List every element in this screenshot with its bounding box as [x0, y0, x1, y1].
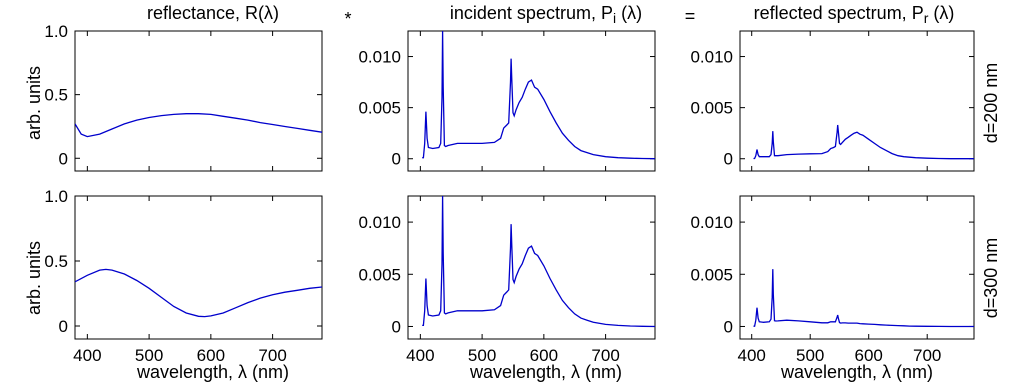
series-line-reflectance-d200 — [75, 113, 322, 138]
ytick-label: 1.0 — [44, 22, 68, 41]
panel-reflectance-d300: 0 0.5 1.0 400 500 600 700 — [44, 187, 323, 365]
title-reflectance: reflectance, R(λ) — [147, 3, 279, 23]
title-incident: incident spectrum, Pi (λ) — [450, 3, 642, 26]
axes-frame — [739, 195, 975, 340]
axes-frame — [739, 30, 975, 172]
xtick-label: 600 — [530, 346, 558, 365]
title-reflected: reflected spectrum, Pr (λ) — [754, 3, 955, 26]
xtick-label: 500 — [135, 346, 163, 365]
axes-frame — [74, 30, 323, 172]
series-line-incident-d300 — [422, 196, 655, 328]
xtick-label: 600 — [855, 346, 883, 365]
series-line-reflected-d300 — [753, 269, 974, 328]
ytick-label: 0.005 — [690, 265, 733, 284]
axes-frame — [407, 30, 656, 172]
xtick-label: 400 — [406, 346, 434, 365]
equals-operator: = — [685, 6, 696, 26]
axes-frame — [74, 195, 323, 340]
ytick-label: 0 — [724, 150, 733, 169]
ylabel-bottom: arb. units — [24, 241, 44, 315]
ytick-label: 0.010 — [358, 48, 401, 67]
xlabel-incident: wavelength, λ (nm) — [469, 362, 622, 382]
xtick-label: 500 — [796, 346, 824, 365]
ytick-label: 0.005 — [690, 99, 733, 118]
xtick-label: 400 — [73, 346, 101, 365]
ytick-label: 0 — [392, 150, 401, 169]
multiply-operator: * — [344, 9, 351, 29]
xtick-label: 700 — [258, 346, 286, 365]
xlabel-reflectance: wavelength, λ (nm) — [136, 362, 289, 382]
row-label-d200: d=200 nm — [981, 63, 1001, 144]
ytick-label: 1.0 — [44, 187, 68, 206]
ytick-label: 0.010 — [690, 213, 733, 232]
axes-frame — [407, 195, 656, 340]
xtick-label: 700 — [913, 346, 941, 365]
xtick-label: 500 — [468, 346, 496, 365]
xtick-label: 600 — [197, 346, 225, 365]
xlabel-reflected: wavelength, λ (nm) — [780, 362, 933, 382]
ytick-label: 0.5 — [44, 86, 68, 105]
ytick-label: 0 — [59, 149, 68, 168]
xtick-label: 700 — [591, 346, 619, 365]
panel-incident-d200: 0 0.005 0.010 — [358, 30, 656, 172]
xtick-label: 400 — [738, 346, 766, 365]
series-line-incident-d200 — [422, 31, 655, 160]
ytick-label: 0.010 — [358, 213, 401, 232]
ylabel-top: arb. units — [24, 66, 44, 140]
ytick-label: 0 — [724, 317, 733, 336]
row-label-d300: d=300 nm — [981, 238, 1001, 319]
series-line-reflectance-d300 — [75, 268, 322, 318]
ytick-label: 0 — [392, 317, 401, 336]
series-line-reflected-d200 — [753, 124, 974, 160]
ytick-label: 0.005 — [358, 265, 401, 284]
ytick-label: 0.010 — [690, 48, 733, 67]
panel-incident-d300: 0 0.005 0.010 400 500 600 700 — [358, 195, 656, 365]
ytick-label: 0.5 — [44, 252, 68, 271]
panel-reflected-d300: 0 0.005 0.010 400 500 600 700 — [690, 195, 975, 365]
ytick-label: 0 — [59, 317, 68, 336]
panel-reflectance-d200: 0 0.5 1.0 — [44, 22, 323, 172]
panel-reflected-d200: 0 0.005 0.010 — [690, 30, 975, 172]
ytick-label: 0.005 — [358, 99, 401, 118]
